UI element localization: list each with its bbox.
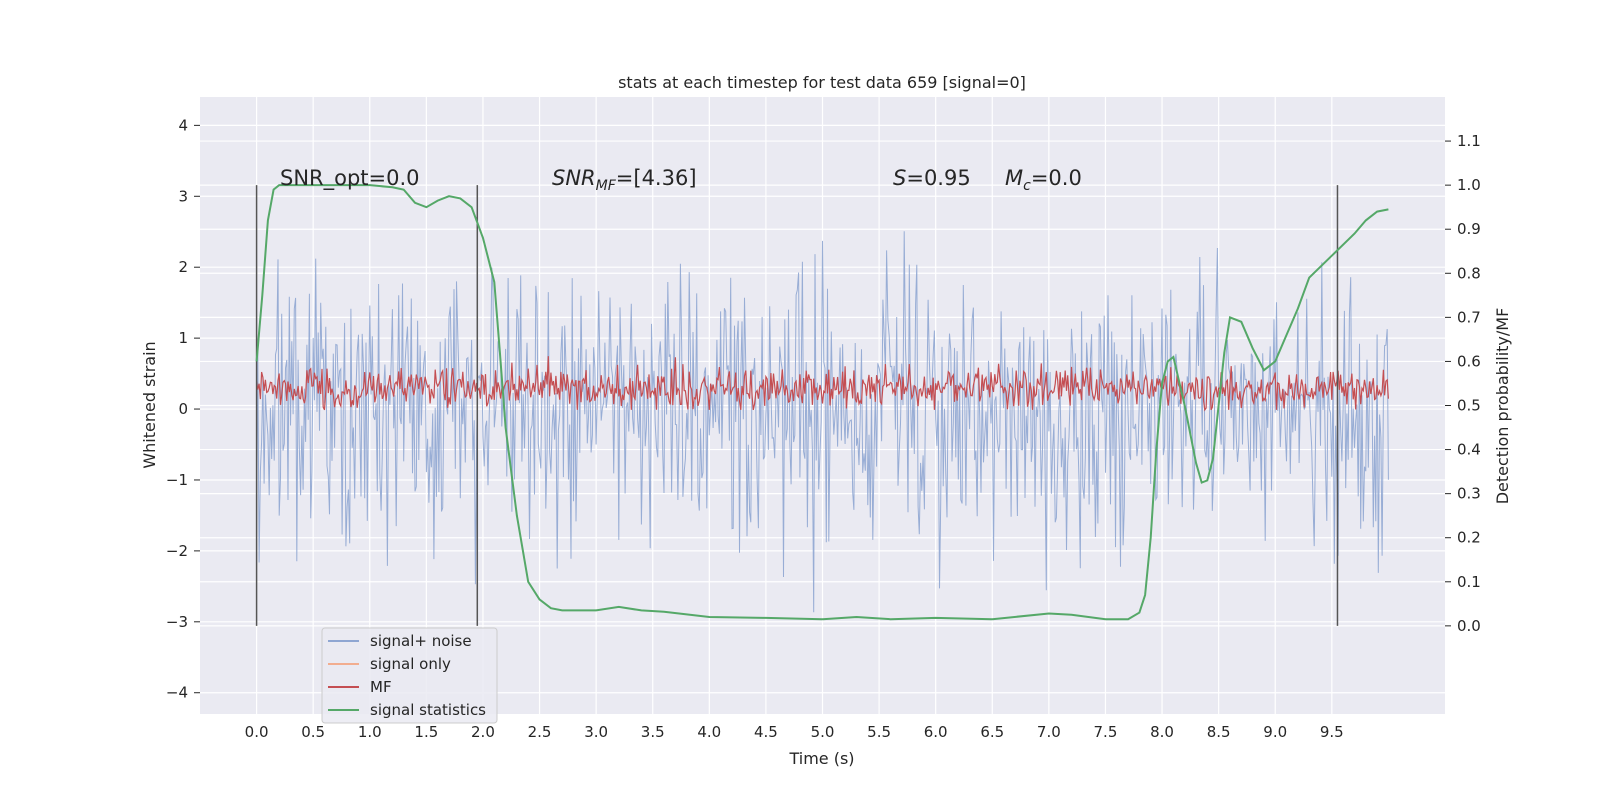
mc-symbol: M bbox=[1005, 166, 1023, 190]
x-tick-label: 2.5 bbox=[528, 723, 552, 741]
x-tick-label: 1.5 bbox=[414, 723, 438, 741]
legend: signal+ noise signal only MF signal stat… bbox=[321, 627, 498, 724]
y-right-tick-label: 1.0 bbox=[1457, 176, 1481, 194]
signal-plus-noise-line bbox=[256, 231, 1389, 613]
vertical-markers bbox=[255, 185, 1339, 626]
y-right-tick-label: 0.3 bbox=[1457, 485, 1481, 503]
y-right-tick-label: 0.9 bbox=[1457, 220, 1481, 238]
y-tick-label: 1 bbox=[178, 329, 188, 347]
y-tick-label: 3 bbox=[178, 187, 188, 205]
y-tick-label: −4 bbox=[166, 684, 188, 702]
mc-annotation: Mc=0.0 bbox=[1005, 166, 1082, 194]
legend-box bbox=[321, 627, 498, 724]
y-right-tick-label: 1.1 bbox=[1457, 132, 1481, 150]
snr-mf-symbol: SNR bbox=[552, 166, 596, 190]
x-tick-label: 2.0 bbox=[471, 723, 495, 741]
x-tick-label: 4.0 bbox=[697, 723, 721, 741]
x-tick-label: 7.0 bbox=[1037, 723, 1061, 741]
mc-subscript: c bbox=[1023, 178, 1031, 194]
y-right-tick-label: 0.4 bbox=[1457, 441, 1481, 459]
snr-mf-subscript: MF bbox=[596, 178, 617, 194]
x-tick-label: 0.0 bbox=[245, 723, 269, 741]
signal-statistics-series bbox=[255, 184, 1389, 621]
y-right-tick-label: 0.6 bbox=[1457, 352, 1481, 370]
grid-y-right bbox=[200, 140, 1445, 627]
x-tick-label: 4.5 bbox=[754, 723, 778, 741]
x-tick-label: 3.5 bbox=[641, 723, 665, 741]
x-tick-label: 9.5 bbox=[1320, 723, 1344, 741]
y-right-tick-label: 0.8 bbox=[1457, 264, 1481, 282]
x-tick-label: 6.0 bbox=[924, 723, 948, 741]
y-tick-label: −2 bbox=[166, 542, 188, 560]
legend-label-mf: MF bbox=[370, 678, 392, 696]
chart-title: stats at each timestep for test data 659… bbox=[618, 73, 1026, 92]
legend-label-signal-statistics: signal statistics bbox=[370, 701, 486, 719]
y-right-tick-label: 0.1 bbox=[1457, 573, 1481, 591]
y-tick-label: −3 bbox=[166, 613, 188, 631]
s-value: =0.95 bbox=[906, 166, 970, 190]
x-tick-labels: 0.0 0.5 1.0 1.5 2.0 2.5 3.0 3.5 4.0 4.5 5.0 5.5 6.0 6… bbox=[245, 723, 1344, 741]
y-axis-label-right: Detection probability/MF bbox=[1493, 308, 1512, 505]
y-tick-label: 0 bbox=[178, 400, 188, 418]
signal-plus-noise-series bbox=[256, 231, 1389, 613]
s-symbol: S bbox=[893, 166, 906, 190]
y-right-tick-label: 0.7 bbox=[1457, 308, 1481, 326]
legend-label-signal-only: signal only bbox=[370, 655, 451, 673]
mf-line bbox=[256, 356, 1389, 412]
x-tick-label: 9.0 bbox=[1263, 723, 1287, 741]
y-right-tick-label: 0.5 bbox=[1457, 397, 1481, 415]
snr-opt-annotation: SNR_opt=0.0 bbox=[280, 166, 420, 191]
x-tick-label: 5.5 bbox=[867, 723, 891, 741]
y-tick-label: 4 bbox=[178, 116, 188, 134]
x-tick-label: 5.0 bbox=[811, 723, 835, 741]
snr-mf-value: =[4.36] bbox=[616, 166, 697, 190]
legend-label-signal-noise: signal+ noise bbox=[370, 632, 472, 650]
x-tick-label: 0.5 bbox=[301, 723, 325, 741]
y-right-tick-label: 0.0 bbox=[1457, 617, 1481, 635]
y-tick-label: −1 bbox=[166, 471, 188, 489]
snr-mf-annotation: SNRMF=[4.36] bbox=[552, 166, 697, 194]
x-tick-label: 3.0 bbox=[584, 723, 608, 741]
y-tick-labels-left: −4 −3 −2 −1 0 1 2 3 4 bbox=[166, 116, 200, 702]
y-tick-label: 2 bbox=[178, 258, 188, 276]
s-annotation: S=0.95 bbox=[893, 166, 971, 190]
y-right-tick-label: 0.2 bbox=[1457, 529, 1481, 547]
mf-series bbox=[256, 356, 1389, 412]
mc-value: =0.0 bbox=[1031, 166, 1082, 190]
x-tick-label: 6.5 bbox=[980, 723, 1004, 741]
y-tick-labels-right: 0.0 0.1 0.2 0.3 0.4 0.5 0.6 0.7 0.8 0.9 1.0 1.1 bbox=[1445, 132, 1481, 635]
x-axis-label: Time (s) bbox=[788, 749, 854, 768]
y-axis-label-left: Whitened strain bbox=[140, 341, 159, 468]
x-tick-label: 8.5 bbox=[1207, 723, 1231, 741]
x-tick-label: 7.5 bbox=[1094, 723, 1118, 741]
x-tick-label: 1.0 bbox=[358, 723, 382, 741]
x-tick-label: 8.0 bbox=[1150, 723, 1174, 741]
